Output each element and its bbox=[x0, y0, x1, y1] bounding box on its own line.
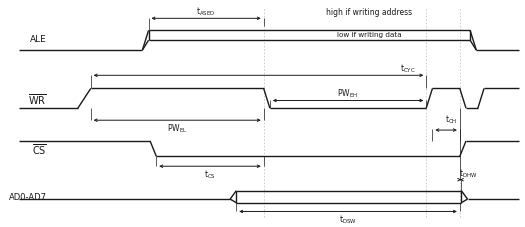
Text: high if writing address: high if writing address bbox=[327, 8, 413, 17]
Text: $\overline{\rm CS}$: $\overline{\rm CS}$ bbox=[32, 142, 47, 156]
Text: PW$_{\rm EL}$: PW$_{\rm EL}$ bbox=[167, 122, 187, 134]
Text: t$_{\rm CYC}$: t$_{\rm CYC}$ bbox=[401, 62, 416, 75]
Text: AD0-AD7: AD0-AD7 bbox=[9, 192, 47, 201]
Text: t$_{\rm DHW}$: t$_{\rm DHW}$ bbox=[459, 167, 477, 179]
Text: t$_{\rm CS}$: t$_{\rm CS}$ bbox=[204, 168, 216, 180]
Text: t$_{\rm ASED}$: t$_{\rm ASED}$ bbox=[196, 6, 216, 18]
Text: $\overline{\rm WR}$: $\overline{\rm WR}$ bbox=[28, 91, 47, 106]
Text: PW$_{\rm EH}$: PW$_{\rm EH}$ bbox=[338, 87, 359, 100]
Text: t$_{\rm CH}$: t$_{\rm CH}$ bbox=[445, 113, 457, 126]
Text: ALE: ALE bbox=[30, 34, 47, 43]
Text: t$_{\rm DSW}$: t$_{\rm DSW}$ bbox=[339, 213, 357, 225]
Text: low if writing data: low if writing data bbox=[337, 32, 402, 38]
